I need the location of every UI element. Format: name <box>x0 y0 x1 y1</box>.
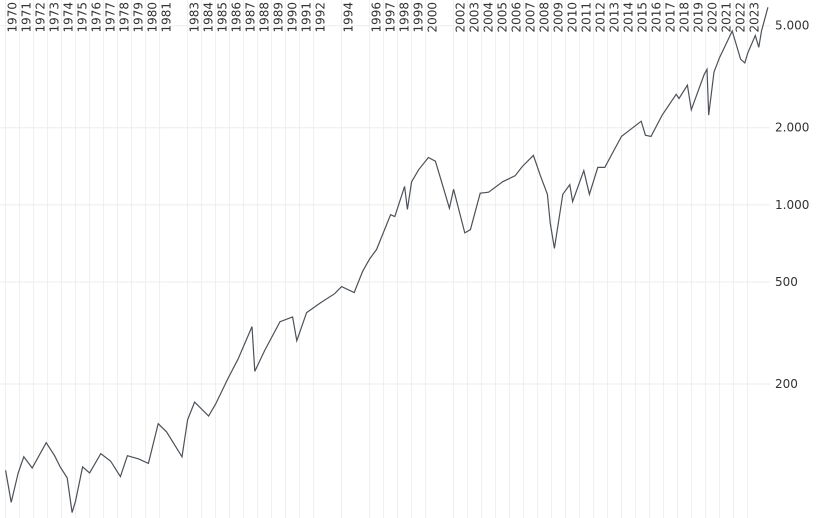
x-tick-label: 1997 <box>384 2 398 33</box>
x-tick-label: 2006 <box>510 2 524 33</box>
x-tick-label: 2020 <box>706 2 720 33</box>
x-tick-label: 2008 <box>538 2 552 33</box>
x-tick-label: 1984 <box>202 2 216 33</box>
x-tick-label: 1994 <box>342 2 356 33</box>
x-tick-label: 1985 <box>216 2 230 33</box>
x-tick-label: 1988 <box>258 2 272 33</box>
x-tick-label: 2014 <box>622 2 636 33</box>
x-tick-label: 1991 <box>300 2 314 33</box>
x-tick-label: 1990 <box>286 2 300 33</box>
x-tick-label: 1992 <box>314 2 328 33</box>
x-tick-label: 1976 <box>90 2 104 33</box>
x-tick-label: 1977 <box>104 2 118 33</box>
x-tick-label: 2018 <box>678 2 692 33</box>
x-tick-label: 2016 <box>650 2 664 33</box>
x-tick-label: 2004 <box>482 2 496 33</box>
x-tick-label: 2003 <box>468 2 482 33</box>
x-tick-label: 1970 <box>6 2 20 33</box>
x-tick-label: 1987 <box>244 2 258 33</box>
x-tick-label: 2019 <box>692 2 706 33</box>
x-tick-label: 1974 <box>62 2 76 33</box>
x-tick-label: 2011 <box>580 2 594 33</box>
x-tick-label: 1972 <box>34 2 48 33</box>
x-tick-label: 1999 <box>412 2 426 33</box>
x-tick-label: 2023 <box>748 2 762 33</box>
x-tick-label: 2005 <box>496 2 510 33</box>
x-tick-label: 1978 <box>118 2 132 33</box>
x-tick-label: 2021 <box>720 2 734 33</box>
y-tick-label: 500 <box>775 275 798 289</box>
y-tick-label: 2.000 <box>775 121 809 135</box>
x-tick-label: 1983 <box>188 2 202 33</box>
x-tick-label: 1981 <box>160 2 174 33</box>
x-tick-label: 1989 <box>272 2 286 33</box>
x-tick-label: 2012 <box>594 2 608 33</box>
x-tick-label: 2007 <box>524 2 538 33</box>
x-tick-label: 1998 <box>398 2 412 33</box>
x-tick-label: 2013 <box>608 2 622 33</box>
x-tick-label: 2010 <box>566 2 580 33</box>
x-tick-label: 1975 <box>76 2 90 33</box>
x-tick-label: 2000 <box>426 2 440 33</box>
y-tick-label: 200 <box>775 377 798 391</box>
x-tick-label: 2002 <box>454 2 468 33</box>
x-tick-label: 1979 <box>132 2 146 33</box>
y-tick-label: 1.000 <box>775 198 809 212</box>
x-tick-label: 2015 <box>636 2 650 33</box>
y-tick-label: 5.000 <box>775 19 809 33</box>
x-tick-label: 1986 <box>230 2 244 33</box>
x-tick-label: 2022 <box>734 2 748 33</box>
x-tick-label: 2009 <box>552 2 566 33</box>
x-tick-label: 1980 <box>146 2 160 33</box>
x-tick-label: 1973 <box>48 2 62 33</box>
x-tick-label: 1971 <box>20 2 34 33</box>
x-tick-label: 2017 <box>664 2 678 33</box>
price-line <box>5 7 769 513</box>
x-tick-label: 1996 <box>370 2 384 33</box>
